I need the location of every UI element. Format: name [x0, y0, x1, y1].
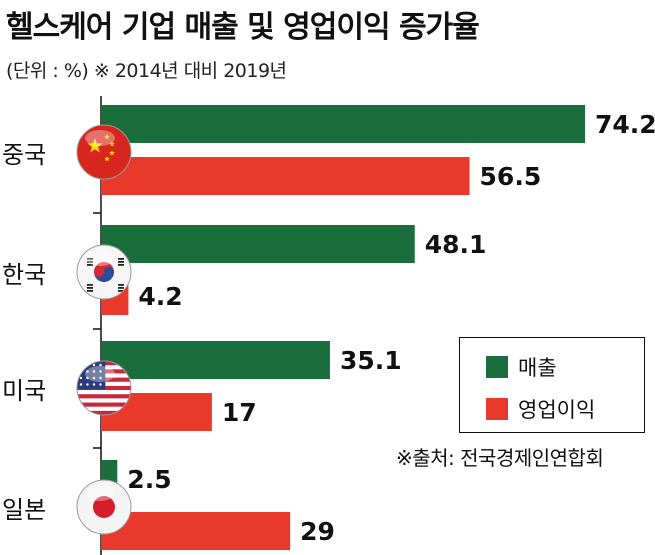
data-label-profit-korea: 4.2: [138, 282, 182, 311]
data-label-revenue-usa: 35.1: [340, 346, 402, 375]
legend: 매출 영업이익: [459, 337, 645, 433]
legend-label-revenue: 매출: [518, 356, 557, 380]
data-label-revenue-china: 74.2: [595, 110, 655, 139]
legend-item-revenue: 매출: [486, 352, 557, 382]
data-label-revenue-korea: 48.1: [425, 230, 487, 259]
data-label-profit-japan: 29: [300, 517, 335, 546]
category-label-usa: 미국: [2, 377, 46, 405]
legend-swatch-profit: [486, 398, 508, 420]
chart-subtitle: (단위 : %) ※ 2014년 대비 2019년: [6, 60, 287, 82]
usa-flag-icon: [76, 360, 132, 416]
chart-title: 헬스케어 기업 매출 및 영업이익 증가율: [6, 10, 480, 45]
bar-profit-japan: [101, 512, 291, 550]
bar-revenue-china: [101, 105, 585, 143]
data-label-revenue-japan: 2.5: [127, 465, 171, 494]
category-label-korea: 한국: [2, 261, 46, 289]
category-label-china: 중국: [2, 141, 46, 169]
legend-swatch-revenue: [486, 356, 508, 378]
bar-revenue-korea: [101, 225, 415, 263]
japan-flag-icon: [76, 479, 132, 535]
category-label-japan: 일본: [2, 496, 46, 524]
bar-profit-china: [101, 157, 470, 195]
bar-revenue-usa: [101, 341, 330, 379]
legend-label-profit: 영업이익: [518, 398, 596, 422]
china-flag-icon: [76, 124, 132, 180]
source-note: ※출처: 전국경제인연합회: [396, 446, 604, 470]
legend-item-profit: 영업이익: [486, 394, 595, 424]
data-label-profit-usa: 17: [222, 398, 257, 427]
korea-flag-icon: [76, 244, 132, 300]
data-label-profit-china: 56.5: [480, 162, 542, 191]
